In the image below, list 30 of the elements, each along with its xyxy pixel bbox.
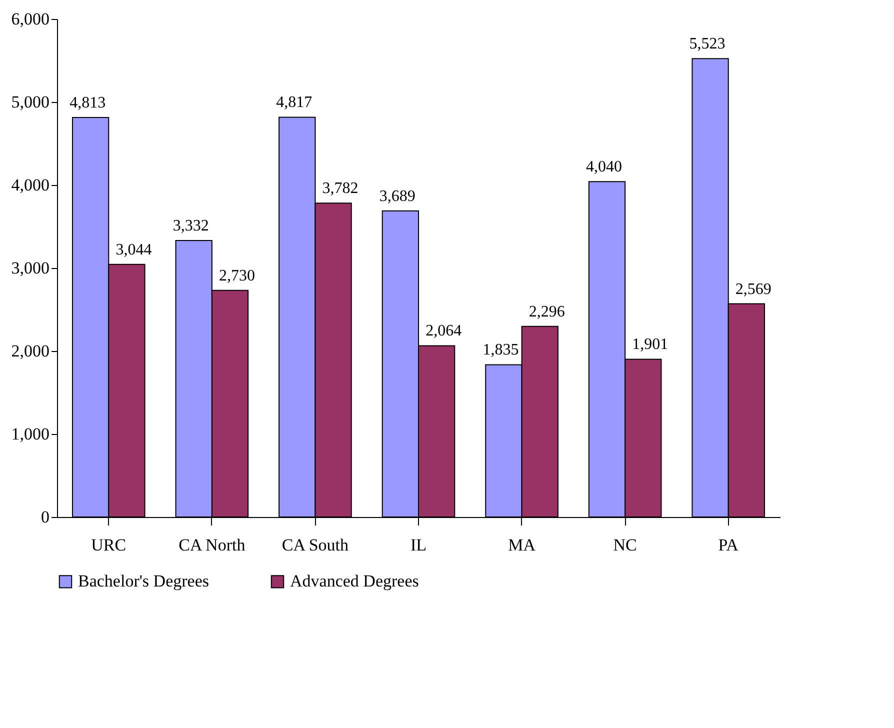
x-tick-label: URC — [91, 536, 126, 554]
x-tick-label: NC — [613, 536, 637, 554]
y-tick-label: 3,000 — [11, 258, 50, 278]
data-label: 2,569 — [735, 280, 772, 298]
data-label: 2,064 — [426, 322, 462, 340]
x-tick-label: MA — [508, 536, 536, 554]
legend-label: Bachelor's Degrees — [78, 572, 209, 591]
x-tick-label: CA South — [282, 536, 350, 554]
data-label: 3,782 — [322, 180, 358, 198]
data-label: 2,730 — [219, 267, 256, 284]
data-label: 4,813 — [70, 94, 106, 112]
data-label: 4,817 — [276, 94, 312, 112]
y-tick-label: 1,000 — [11, 424, 50, 444]
x-tick-label: IL — [410, 536, 427, 554]
data-label: 2,296 — [528, 303, 565, 320]
data-label: 3,689 — [379, 188, 416, 205]
y-tick-label: 6,000 — [11, 10, 50, 28]
data-label: 3,332 — [172, 217, 209, 234]
data-label: 1,901 — [632, 336, 668, 354]
y-tick-label: 4,000 — [11, 176, 50, 194]
data-label: 4,040 — [586, 158, 622, 176]
x-tick-label: CA North — [178, 536, 246, 554]
data-label: 3,044 — [116, 241, 152, 258]
y-tick-label: 5,000 — [11, 92, 50, 112]
data-label: 1,835 — [482, 342, 519, 359]
legend-label: Advanced Degrees — [290, 572, 419, 591]
y-tick-label: 2,000 — [11, 342, 50, 360]
data-label: 5,523 — [689, 36, 726, 53]
y-tick-label: 0 — [41, 508, 50, 526]
x-tick-label: PA — [718, 536, 740, 554]
